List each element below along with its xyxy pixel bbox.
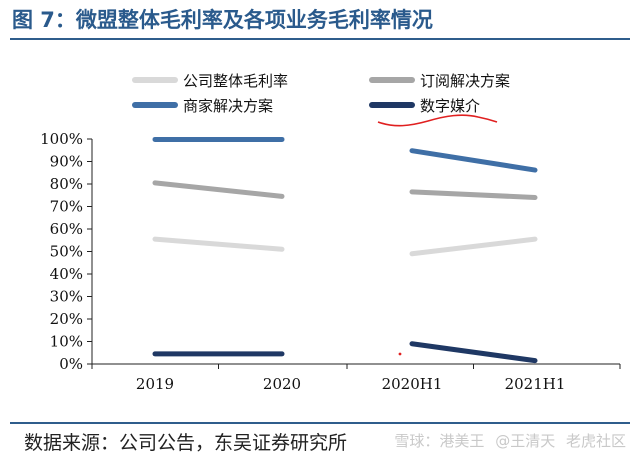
legend-label-2: 商家解决方案 [183,97,273,115]
y-tick-label: 30% [50,288,83,306]
red-underline-annotation [377,114,498,127]
red-dot-annotation [398,352,402,356]
series-line-3-segment-1 [409,341,538,364]
legend-label-3: 数字媒介 [420,97,480,115]
watermark: 雪球：港美王 @王清天 老虎社区 [388,430,626,451]
y-tick-label: 70% [50,198,83,216]
series-line-0-segment-1 [409,236,538,257]
y-tick-label: 60% [50,220,83,238]
legend-label-1: 订阅解决方案 [420,72,510,90]
title-rule [10,38,630,40]
y-tick-label: 10% [50,333,83,351]
figure-title: 图 7：微盟整体毛利率及各项业务毛利率情况 [12,8,433,32]
y-tick-label: 40% [50,265,83,283]
y-tick-label: 20% [50,310,83,328]
series-line-0-segment-0 [152,236,285,252]
y-tick-label: 90% [50,153,83,171]
series-lines [152,136,538,364]
series-line-2-segment-1 [409,148,538,173]
y-tick-label: 50% [50,243,83,261]
x-tick-label: 2021H1 [505,375,566,393]
y-tick-label: 80% [50,175,83,193]
watermark-text-3: 老虎社区 [565,432,626,450]
watermark-text-1: 雪球：港美王 [394,432,485,450]
x-tick-label: 2019 [136,375,174,393]
watermark-text-2: @王清天 [495,432,556,450]
series-line-1-segment-0 [152,180,285,199]
axes: 0% 10% 20% 30% 40% 50% 60% 70% 80% 90% 100% 2019 202… [40,130,621,393]
y-tick-label: 100% [40,130,83,148]
source-note: 数据来源：公司公告，东吴证券研究所 [24,432,348,454]
y-tick-label: 0% [59,355,83,373]
x-tick-label: 2020 [263,375,301,393]
x-tick-label: 2020H1 [382,375,443,393]
series-line-1-segment-1 [409,189,538,200]
legend-label-0: 公司整体毛利率 [183,72,288,90]
source-rule [10,422,630,424]
